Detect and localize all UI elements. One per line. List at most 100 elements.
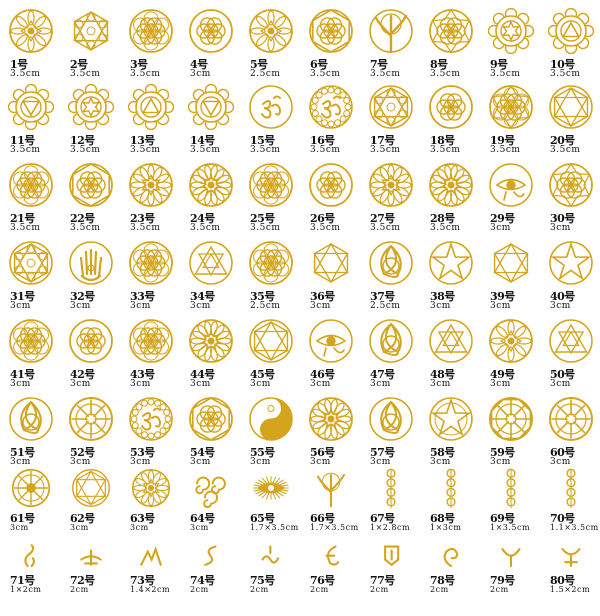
symbol-item-13[interactable]: 13号 3.5cm xyxy=(120,84,180,160)
symbol-item-29[interactable]: 29号 3cm xyxy=(480,162,540,238)
symbol-item-39[interactable]: 39号 3cm xyxy=(480,240,540,316)
symbol-item-44[interactable]: 44号 3cm xyxy=(180,318,240,394)
symbol-item-78[interactable]: 78号 2cm xyxy=(420,540,480,616)
symbol-item-62[interactable]: 62号 3cm xyxy=(60,468,120,544)
symbol-item-24[interactable]: 24号 3.5cm xyxy=(180,162,240,238)
symbol-item-5[interactable]: 5号 2.5cm xyxy=(240,8,300,84)
symbol-item-70[interactable]: 70号 1.1×3.5cm xyxy=(540,468,600,544)
symbol-item-77[interactable]: 77号 2cm xyxy=(360,540,420,616)
symbol-item-9[interactable]: 9号 3.5cm xyxy=(480,8,540,84)
symbol-item-17[interactable]: 17号 3.5cm xyxy=(360,84,420,160)
pentagram-icon xyxy=(429,397,473,441)
symbol-item-16[interactable]: 16号 3.5cm xyxy=(300,84,360,160)
symbol-item-49[interactable]: 49号 3cm xyxy=(480,318,540,394)
symbol-number: 57号 xyxy=(370,446,395,459)
symbol-item-50[interactable]: 50号 3cm xyxy=(540,318,600,394)
symbol-item-47[interactable]: 47号 3cm xyxy=(360,318,420,394)
symbol-item-55[interactable]: 55号 3cm xyxy=(240,396,300,472)
symbol-number: 50号 xyxy=(550,368,575,381)
symbol-item-7[interactable]: 7号 3.5cm xyxy=(360,8,420,84)
symbol-item-35[interactable]: 35号 2.5cm xyxy=(240,240,300,316)
symbol-number: 61号 xyxy=(10,512,35,525)
symbol-item-8[interactable]: 8号 3.5cm xyxy=(420,8,480,84)
symbol-number: 19号 xyxy=(490,134,515,147)
symbol-size: 2cm xyxy=(370,585,389,594)
symbol-number: 70号 xyxy=(550,512,575,525)
symbol-item-68[interactable]: 68号 1×3cm xyxy=(420,468,480,544)
symbol-item-31[interactable]: 31号 3cm xyxy=(0,240,60,316)
symbol-item-2[interactable]: 2号 3.5cm xyxy=(60,8,120,84)
symbol-item-21[interactable]: 21号 3.5cm xyxy=(0,162,60,238)
symbol-item-71[interactable]: 71号 1×2cm xyxy=(0,540,60,616)
symbol-number: 56号 xyxy=(310,446,335,459)
symbol-item-64[interactable]: 64号 3cm xyxy=(180,468,240,544)
symbol-item-65[interactable]: 65号 1.7×3.5cm xyxy=(240,468,300,544)
symbol-item-12[interactable]: 12号 3.5cm xyxy=(60,84,120,160)
symbol-item-28[interactable]: 28号 3.5cm xyxy=(420,162,480,238)
symbol-item-23[interactable]: 23号 3.5cm xyxy=(120,162,180,238)
symbol-item-57[interactable]: 57号 3cm xyxy=(360,396,420,472)
symbol-item-80[interactable]: 80号 1.5×2cm xyxy=(540,540,600,616)
symbol-item-59[interactable]: 59号 3cm xyxy=(480,396,540,472)
symbol-item-6[interactable]: 6号 3.5cm xyxy=(300,8,360,84)
symbol-item-3[interactable]: 3号 3.5cm xyxy=(120,8,180,84)
symbol-item-76[interactable]: 76号 2cm xyxy=(300,540,360,616)
symbol-item-32[interactable]: 32号 3cm xyxy=(60,240,120,316)
symbol-item-54[interactable]: 54号 3cm xyxy=(180,396,240,472)
symbol-item-11[interactable]: 11号 3.5cm xyxy=(0,84,60,160)
symbol-item-66[interactable]: 66号 1.7×3.5cm xyxy=(300,468,360,544)
symbol-size: 3.5cm xyxy=(250,145,281,155)
triangle-circle-icon xyxy=(549,319,593,363)
symbol-number: 1号 xyxy=(10,58,28,71)
symbol-item-75[interactable]: 75号 2cm xyxy=(240,540,300,616)
symbol-item-25[interactable]: 25号 3.5cm xyxy=(240,162,300,238)
symbol-item-61[interactable]: 61号 3cm xyxy=(0,468,60,544)
symbol-item-72[interactable]: 72号 2cm xyxy=(60,540,120,616)
symbol-item-46[interactable]: 46号 3cm xyxy=(300,318,360,394)
symbol-item-14[interactable]: 14号 3.5cm xyxy=(180,84,240,160)
symbol-item-27[interactable]: 27号 3.5cm xyxy=(360,162,420,238)
symbol-item-67[interactable]: 67号 1×2.8cm xyxy=(360,468,420,544)
symbol-item-26[interactable]: 26号 3.5cm xyxy=(300,162,360,238)
symbol-item-45[interactable]: 45号 3cm xyxy=(240,318,300,394)
symbol-item-58[interactable]: 58号 3cm xyxy=(420,396,480,472)
symbol-item-73[interactable]: 73号 1.4×2cm xyxy=(120,540,180,616)
symbol-item-22[interactable]: 22号 3.5cm xyxy=(60,162,120,238)
symbol-size: 3cm xyxy=(10,457,31,467)
symbol-item-1[interactable]: 1号 3.5cm xyxy=(0,8,60,84)
tree-small-icon xyxy=(316,472,346,508)
symbol-item-19[interactable]: 19号 3.5cm xyxy=(480,84,540,160)
symbol-item-10[interactable]: 10号 3.5cm xyxy=(540,8,600,84)
symbol-item-42[interactable]: 42号 3cm xyxy=(60,318,120,394)
symbol-item-4[interactable]: 4号 3cm xyxy=(180,8,240,84)
buddha-lotus-icon xyxy=(369,163,413,207)
symbol-size: 3.5cm xyxy=(250,223,281,233)
symbol-item-43[interactable]: 43号 3cm xyxy=(120,318,180,394)
symbol-item-15[interactable]: 15号 3.5cm xyxy=(240,84,300,160)
symbol-item-33[interactable]: 33号 3cm xyxy=(120,240,180,316)
symbol-item-37[interactable]: 37号 2.5cm xyxy=(360,240,420,316)
symbol-item-30[interactable]: 30号 3cm xyxy=(540,162,600,238)
symbol-number: 64号 xyxy=(190,512,215,525)
symbol-item-34[interactable]: 34号 3cm xyxy=(180,240,240,316)
symbol-number: 10号 xyxy=(550,58,575,71)
symbol-item-40[interactable]: 40号 3cm xyxy=(540,240,600,316)
symbol-item-20[interactable]: 20号 3.5cm xyxy=(540,84,600,160)
symbol-item-51[interactable]: 51号 3cm xyxy=(0,396,60,472)
symbol-item-60[interactable]: 60号 3cm xyxy=(540,396,600,472)
symbol-item-36[interactable]: 36号 3cm xyxy=(300,240,360,316)
chakra-column-2-icon xyxy=(446,468,456,508)
symbol-item-18[interactable]: 18号 3.5cm xyxy=(420,84,480,160)
symbol-number: 4号 xyxy=(190,58,208,71)
symbol-item-48[interactable]: 48号 3cm xyxy=(420,318,480,394)
symbol-item-56[interactable]: 56号 3cm xyxy=(300,396,360,472)
symbol-item-74[interactable]: 74号 2cm xyxy=(180,540,240,616)
triquetra-circle-icon xyxy=(369,241,413,285)
symbol-item-69[interactable]: 69号 1×3.5cm xyxy=(480,468,540,544)
symbol-item-79[interactable]: 79号 2cm xyxy=(480,540,540,616)
symbol-item-41[interactable]: 41号 3cm xyxy=(0,318,60,394)
symbol-item-53[interactable]: 53号 3cm xyxy=(120,396,180,472)
symbol-item-63[interactable]: 63号 3cm xyxy=(120,468,180,544)
symbol-item-38[interactable]: 38号 3cm xyxy=(420,240,480,316)
symbol-item-52[interactable]: 52号 3cm xyxy=(60,396,120,472)
